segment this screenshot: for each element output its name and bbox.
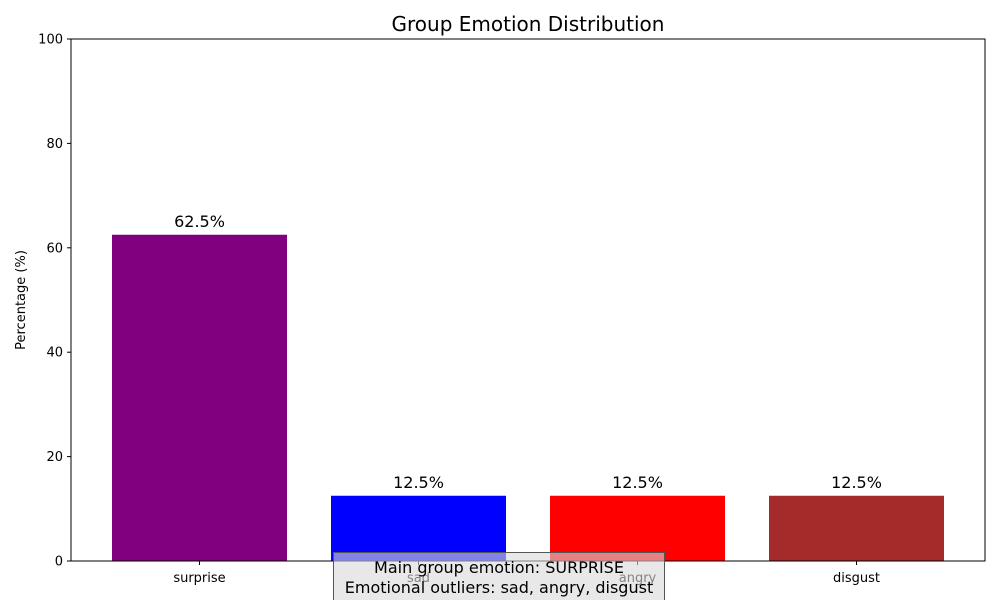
bar-value-label-sad: 12.5% xyxy=(393,473,444,492)
main-emotion-text: Main group emotion: SURPRISE xyxy=(374,558,624,577)
y-tick-label-100: 100 xyxy=(38,33,63,48)
bar-value-label-surprise: 62.5% xyxy=(174,212,225,231)
y-tick-label-60: 60 xyxy=(46,241,63,256)
y-tick-label-80: 80 xyxy=(46,137,63,152)
y-axis-ticks: 0 20 40 60 80 100 xyxy=(38,33,71,570)
outliers-text: Emotional outliers: sad, angry, disgust xyxy=(344,578,654,597)
bar-value-label-angry: 12.5% xyxy=(612,473,663,492)
bar-surprise xyxy=(112,234,287,561)
y-axis-label: Percentage (%) xyxy=(14,250,29,350)
bar-sad xyxy=(331,495,506,561)
bar-disgust xyxy=(769,495,944,561)
bar-angry xyxy=(550,495,725,561)
bars-group xyxy=(112,234,944,561)
y-tick-label-0: 0 xyxy=(55,555,63,570)
x-tick-label-surprise: surprise xyxy=(173,571,225,586)
x-tick-label-disgust: disgust xyxy=(833,571,880,586)
group-emotion-annotation: Main group emotion: SURPRISE Emotional o… xyxy=(333,552,665,600)
chart-title: Group Emotion Distribution xyxy=(392,12,665,36)
y-tick-label-20: 20 xyxy=(46,450,63,465)
bar-value-label-disgust: 12.5% xyxy=(831,473,882,492)
y-tick-label-40: 40 xyxy=(46,346,63,361)
bar-value-labels: 62.5% 12.5% 12.5% 12.5% xyxy=(174,212,882,492)
